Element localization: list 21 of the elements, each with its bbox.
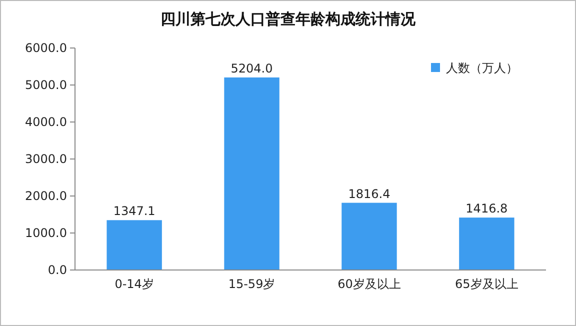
text: 5204.0 xyxy=(230,61,273,76)
x-tick-label: 60岁及以上 xyxy=(338,277,401,291)
y-tick-label: 4000.0 xyxy=(25,115,67,130)
legend-label: 人数（万人） xyxy=(446,61,518,76)
chart-title: 四川第七次人口普查年龄构成统计情况 xyxy=(160,10,416,28)
x-tick-label: 65岁及以上 xyxy=(455,277,518,291)
text: 1347.1 xyxy=(113,204,156,218)
x-tick-label: 0-14岁 xyxy=(114,277,154,291)
y-tick-label: 6000.0 xyxy=(25,41,67,56)
bar xyxy=(106,220,162,270)
bar xyxy=(224,77,280,270)
y-tick-label: 1000.0 xyxy=(25,226,67,240)
text: 1816.4 xyxy=(348,186,390,201)
bar xyxy=(459,218,514,270)
y-tick-label: 0.0 xyxy=(48,263,67,278)
y-tick-label: 5000.0 xyxy=(25,78,67,92)
x-tick-label: 15-59岁 xyxy=(228,277,276,291)
text: 1416.8 xyxy=(466,202,508,216)
bar xyxy=(342,202,397,270)
y-tick-label: 3000.0 xyxy=(25,152,67,166)
y-tick-label: 2000.0 xyxy=(25,189,67,204)
